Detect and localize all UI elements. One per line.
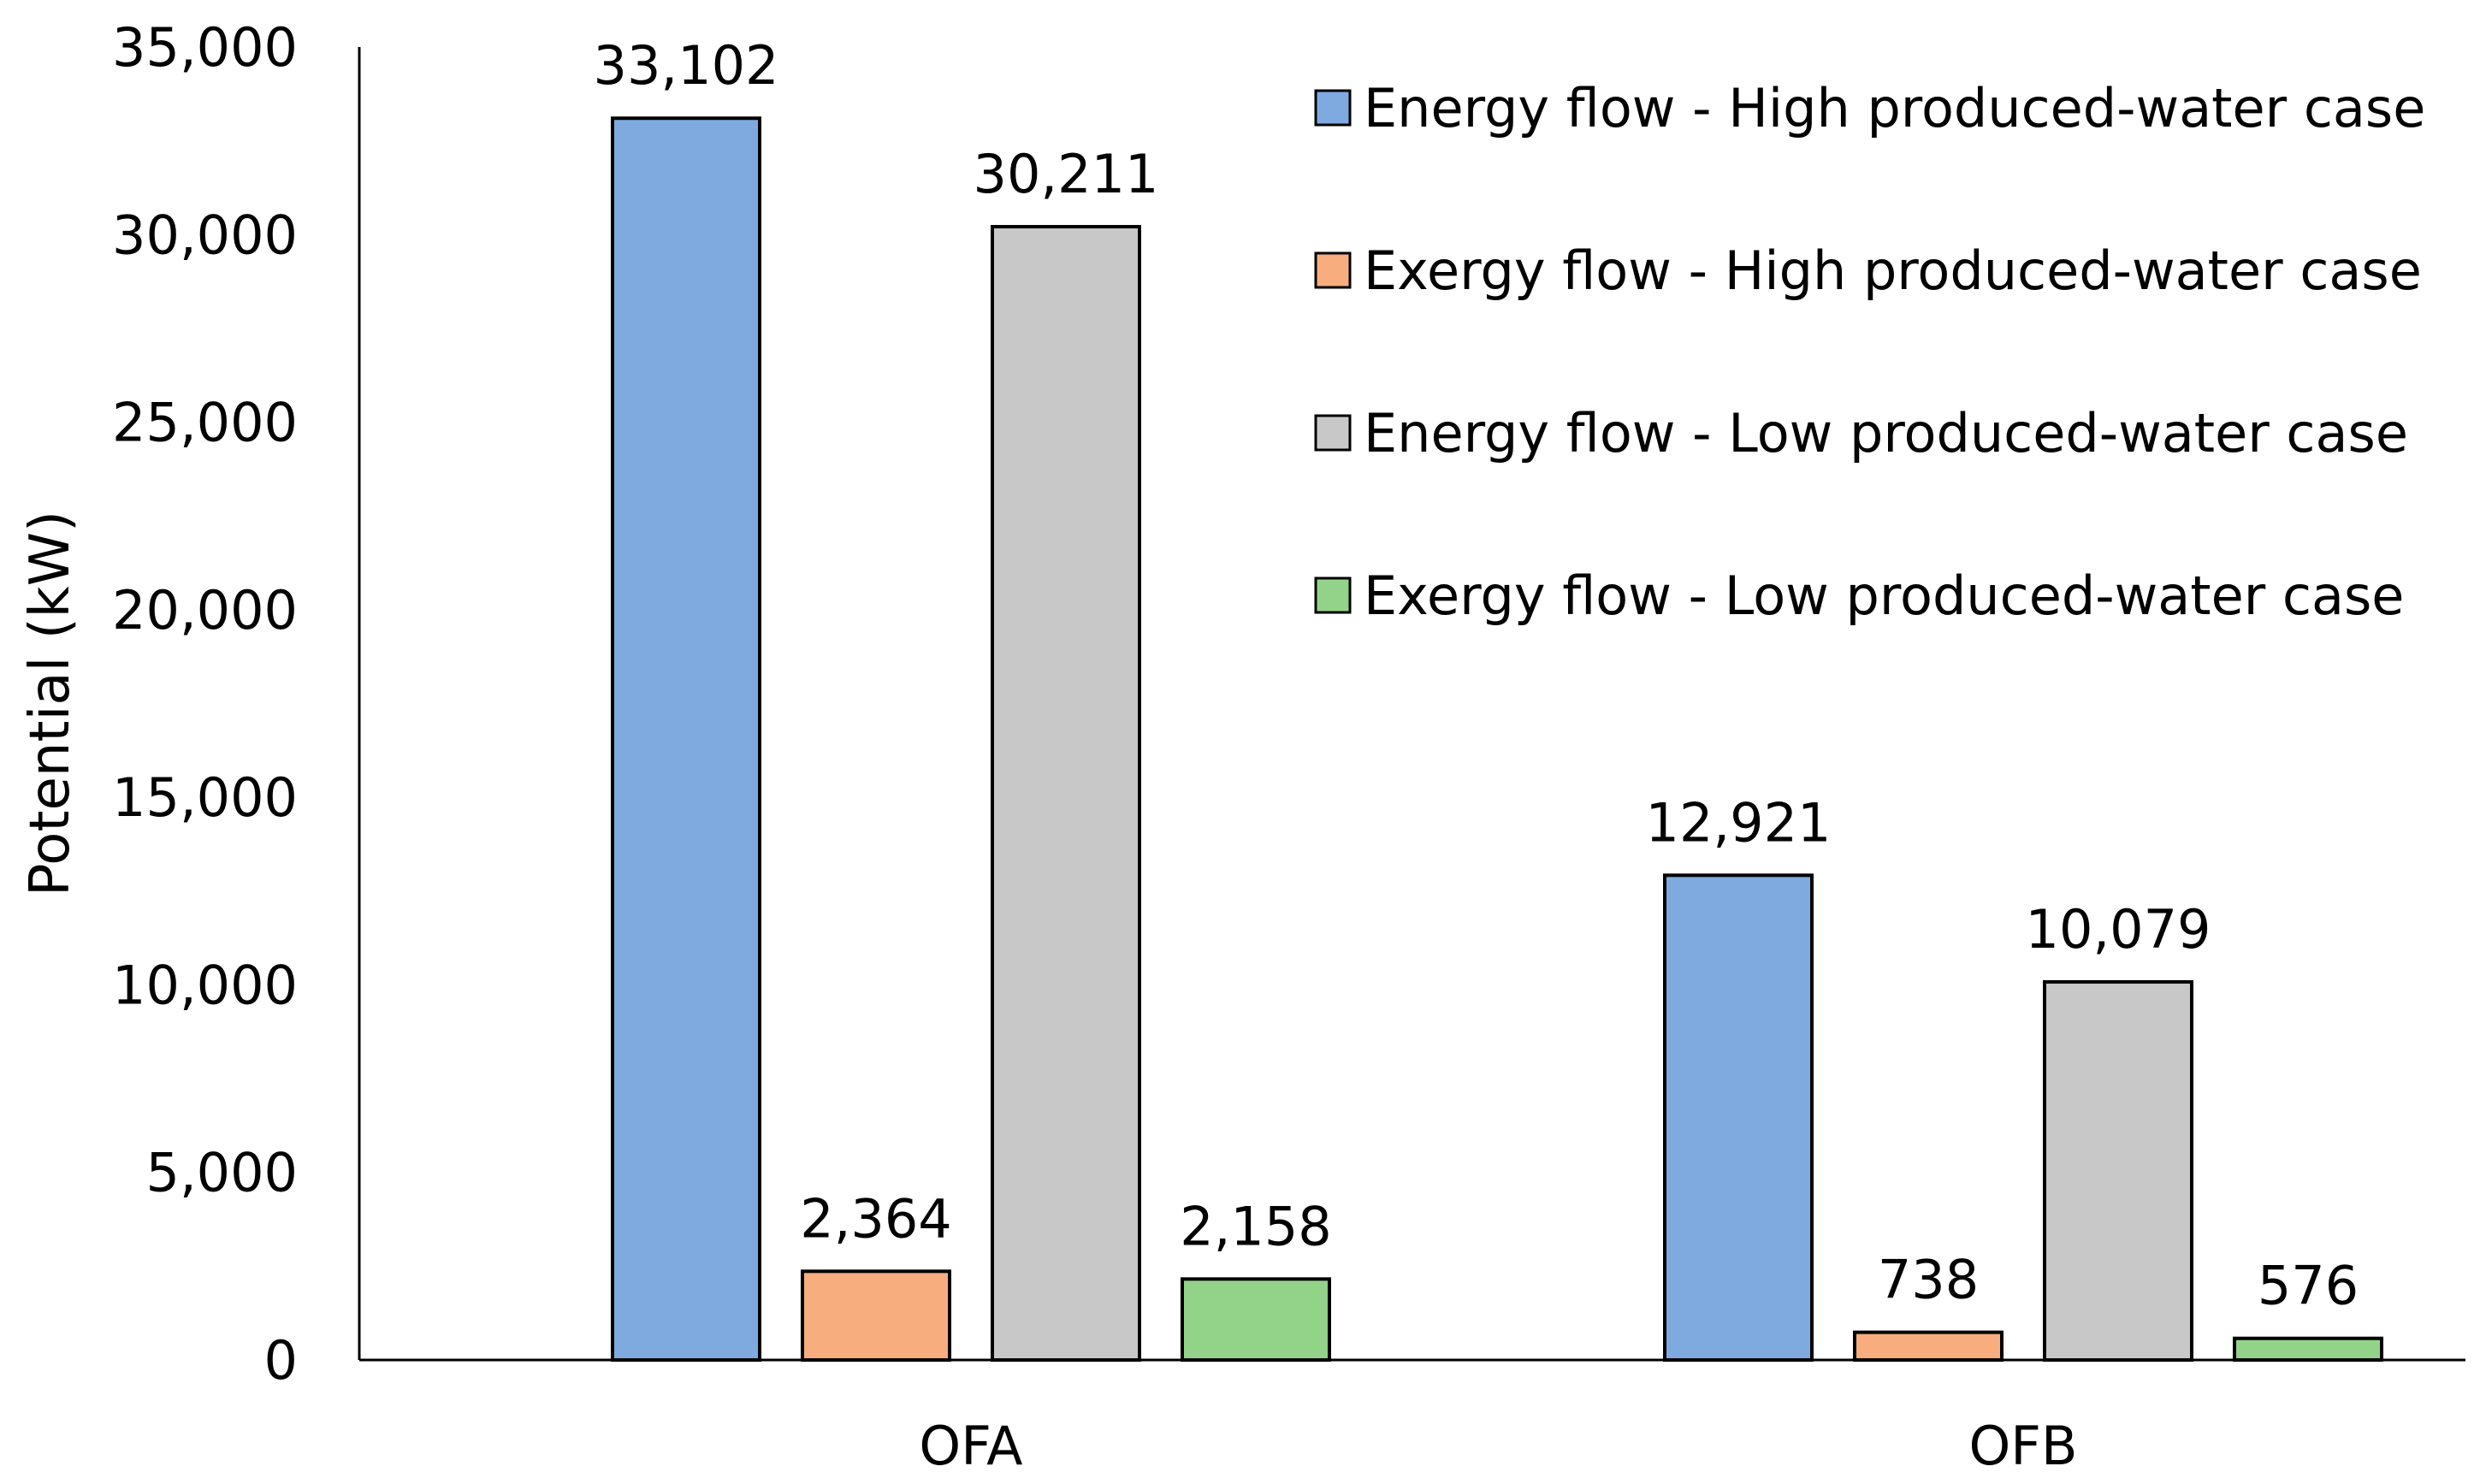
y-tick-label: 20,000 bbox=[112, 579, 298, 641]
data-label: 33,102 bbox=[594, 34, 779, 97]
bar bbox=[1663, 873, 1814, 1362]
bar bbox=[2233, 1336, 2383, 1362]
y-tick-label: 5,000 bbox=[146, 1142, 299, 1204]
x-tick-label: OFB bbox=[1969, 1415, 2078, 1477]
y-tick-label: 10,000 bbox=[112, 954, 298, 1016]
x-tick-label: OFA bbox=[919, 1415, 1022, 1477]
bar bbox=[611, 116, 761, 1363]
bar bbox=[2043, 979, 2193, 1362]
data-label: 10,079 bbox=[2026, 898, 2211, 961]
data-label: 12,921 bbox=[1646, 791, 1832, 854]
data-label: 2,158 bbox=[1180, 1195, 1332, 1257]
bar bbox=[991, 225, 1141, 1362]
legend-label: Energy flow - Low produced-water case bbox=[1364, 402, 2408, 464]
legend-swatch bbox=[1314, 89, 1352, 127]
y-tick-label: 35,000 bbox=[112, 16, 298, 79]
y-tick-label: 25,000 bbox=[112, 392, 298, 454]
legend-label: Exergy flow - High produced-water case bbox=[1364, 239, 2422, 302]
data-label: 2,364 bbox=[800, 1187, 952, 1250]
legend-swatch bbox=[1314, 576, 1352, 614]
legend-label: Energy flow - High produced-water case bbox=[1364, 77, 2425, 139]
data-label: 738 bbox=[1878, 1249, 1979, 1311]
bar bbox=[1853, 1330, 2004, 1362]
data-label: 30,211 bbox=[974, 143, 1159, 205]
legend-swatch bbox=[1314, 251, 1352, 289]
bar bbox=[1181, 1277, 1331, 1363]
y-tick-label: 30,000 bbox=[112, 204, 298, 266]
y-axis-label: Potential (kW) bbox=[19, 511, 82, 896]
legend-label: Exergy flow - Low produced-water case bbox=[1364, 565, 2404, 627]
y-tick-label: 0 bbox=[264, 1329, 298, 1392]
legend-swatch bbox=[1314, 414, 1352, 452]
y-tick-label: 15,000 bbox=[112, 766, 298, 829]
data-label: 576 bbox=[2258, 1255, 2359, 1317]
bar bbox=[801, 1269, 951, 1362]
